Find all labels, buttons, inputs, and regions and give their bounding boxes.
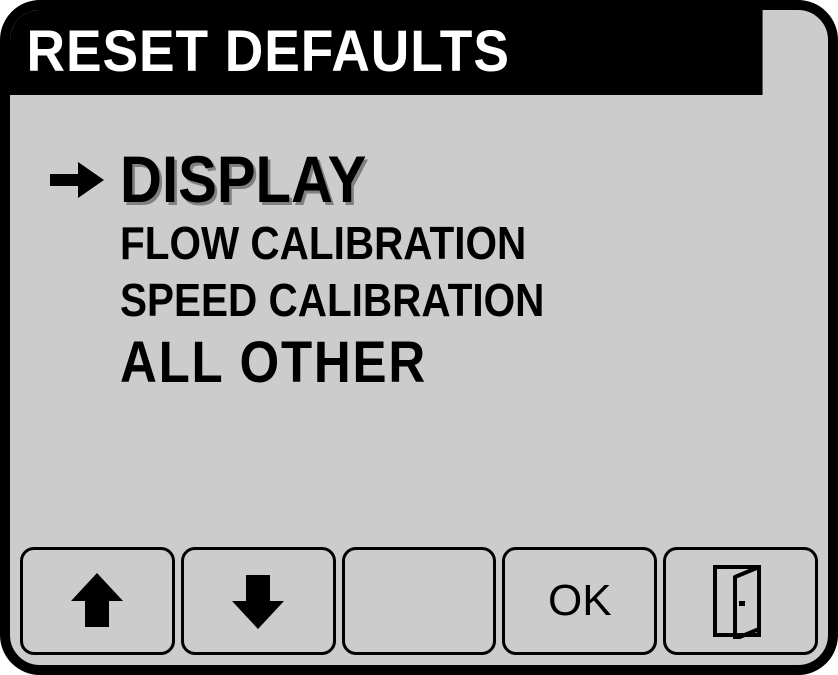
arrow-down-icon <box>230 571 286 631</box>
up-button[interactable] <box>20 547 175 655</box>
page-title: RESET DEFAULTS <box>10 10 763 95</box>
menu-item-speed-calibration[interactable]: SPEED CALIBRATION <box>50 273 788 328</box>
door-exit-icon <box>709 563 773 639</box>
menu-list: DISPLAY FLOW CALIBRATION SPEED CALIBRATI… <box>10 95 828 394</box>
button-bar: OK <box>20 547 818 655</box>
exit-button[interactable] <box>663 547 818 655</box>
selection-pointer <box>50 160 120 200</box>
device-screen: RESET DEFAULTS DISPLAY FLOW CALIBRATION … <box>0 0 838 675</box>
menu-item-display[interactable]: DISPLAY <box>50 145 788 214</box>
menu-item-label: SPEED CALIBRATION <box>120 273 544 328</box>
menu-item-label: DISPLAY <box>120 145 366 214</box>
down-button[interactable] <box>181 547 336 655</box>
arrow-up-icon <box>69 571 125 631</box>
blank-button[interactable] <box>342 547 497 655</box>
menu-item-all-other[interactable]: ALL OTHER <box>50 331 788 395</box>
menu-item-flow-calibration[interactable]: FLOW CALIBRATION <box>50 216 788 271</box>
arrow-right-icon <box>50 160 105 200</box>
ok-button-label: OK <box>548 576 612 626</box>
menu-item-label: FLOW CALIBRATION <box>120 216 526 271</box>
ok-button[interactable]: OK <box>502 547 657 655</box>
menu-item-label: ALL OTHER <box>120 331 427 395</box>
